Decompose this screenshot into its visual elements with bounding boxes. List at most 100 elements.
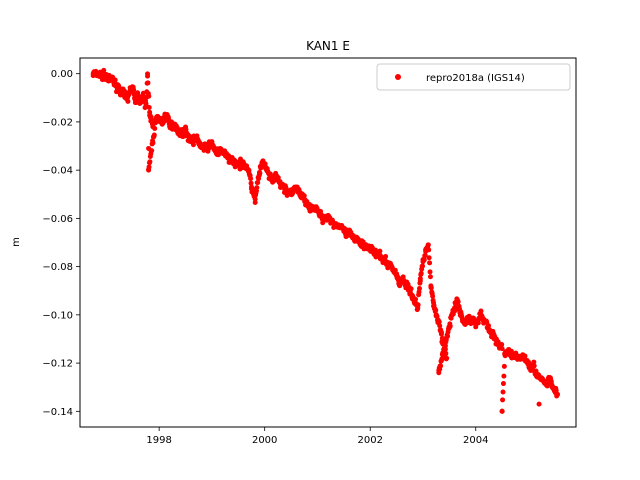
data-point: [454, 297, 460, 303]
data-point: [444, 355, 450, 361]
data-point: [150, 140, 156, 146]
data-point: [293, 184, 299, 190]
data-point: [255, 179, 261, 185]
data-point: [283, 186, 289, 192]
data-point: [420, 263, 426, 269]
data-point: [248, 176, 254, 182]
data-point: [304, 199, 310, 204]
y-tick-label: −0.02: [42, 117, 73, 128]
data-point: [314, 208, 320, 214]
data-point: [299, 194, 305, 200]
data-point: [138, 100, 144, 106]
y-axis-label: m: [11, 237, 22, 247]
data-point: [367, 244, 373, 250]
data-point: [209, 141, 215, 147]
y-tick-label: −0.14: [42, 407, 73, 418]
data-point: [536, 401, 542, 407]
data-point: [399, 276, 405, 282]
data-point: [90, 71, 96, 77]
legend-label: repro2018a (IGS14): [426, 73, 525, 84]
data-point: [486, 326, 492, 332]
data-point: [225, 155, 231, 161]
x-tick-label: 1998: [146, 435, 171, 446]
data-point: [396, 281, 402, 286]
data-point: [439, 335, 445, 341]
data-point: [372, 252, 378, 258]
data-point: [204, 145, 210, 151]
data-point: [427, 269, 433, 275]
data-point: [478, 308, 484, 314]
data-point: [445, 333, 451, 339]
data-point: [235, 162, 241, 168]
y-tick-label: 0.00: [51, 69, 73, 80]
data-point: [520, 353, 526, 359]
data-point: [436, 370, 442, 376]
data-point: [151, 132, 157, 138]
data-point: [427, 260, 433, 266]
y-tick-label: −0.04: [42, 166, 73, 177]
data-point: [409, 293, 415, 299]
data-point: [146, 145, 152, 151]
data-point: [500, 397, 506, 403]
data-point: [320, 215, 326, 221]
data-point: [106, 78, 112, 84]
data-point: [193, 136, 199, 142]
data-point: [256, 170, 262, 176]
data-point: [491, 334, 497, 340]
data-point: [452, 305, 458, 311]
data-point: [438, 363, 444, 369]
data-point: [407, 288, 413, 294]
data-point: [145, 73, 151, 79]
data-point: [241, 160, 247, 166]
y-axis-ticks: 0.00 −0.02 −0.04 −0.06 −0.08 −0.10 −0.12 −0.14: [42, 69, 80, 418]
data-point: [124, 95, 130, 101]
data-point: [404, 283, 410, 289]
data-point: [354, 235, 360, 241]
data-point: [510, 353, 516, 359]
data-point: [130, 85, 136, 91]
plot-frame: [79, 57, 577, 428]
data-point: [336, 223, 342, 229]
data-point: [547, 375, 553, 381]
data-point: [470, 317, 476, 323]
data-point: [446, 324, 452, 330]
data-point: [177, 131, 183, 137]
data-point: [415, 305, 421, 311]
data-point: [145, 80, 151, 86]
data-point: [544, 382, 550, 388]
y-tick-label: −0.10: [42, 310, 73, 321]
data-point: [143, 102, 149, 108]
data-point: [357, 240, 363, 245]
data-point: [147, 159, 153, 165]
data-point: [132, 97, 138, 103]
data-point: [449, 312, 455, 318]
data-point: [248, 184, 254, 190]
data-point: [465, 314, 471, 320]
data-point: [378, 254, 384, 260]
y-tick-label: −0.12: [42, 359, 73, 370]
data-point: [111, 80, 117, 86]
data-point: [462, 322, 468, 327]
data-point: [428, 283, 434, 289]
data-point: [515, 355, 521, 361]
data-point: [439, 356, 445, 362]
data-point: [309, 203, 315, 209]
data-point: [167, 124, 173, 130]
data-point: [262, 162, 268, 168]
data-point: [159, 119, 165, 125]
data-point: [388, 264, 394, 270]
data-point: [531, 359, 537, 365]
legend-marker: [395, 74, 401, 80]
data-point: [431, 300, 437, 306]
x-tick-label: 2004: [463, 435, 488, 446]
data-point: [101, 67, 107, 73]
data-point: [430, 293, 436, 299]
data-point: [188, 138, 194, 144]
data-point: [552, 387, 558, 393]
data-point: [325, 213, 331, 219]
data-points: [90, 67, 561, 414]
chart-title: KAN1 E: [306, 39, 350, 53]
x-tick-label: 2000: [252, 435, 277, 446]
data-point: [483, 319, 489, 325]
data-point: [420, 259, 426, 265]
